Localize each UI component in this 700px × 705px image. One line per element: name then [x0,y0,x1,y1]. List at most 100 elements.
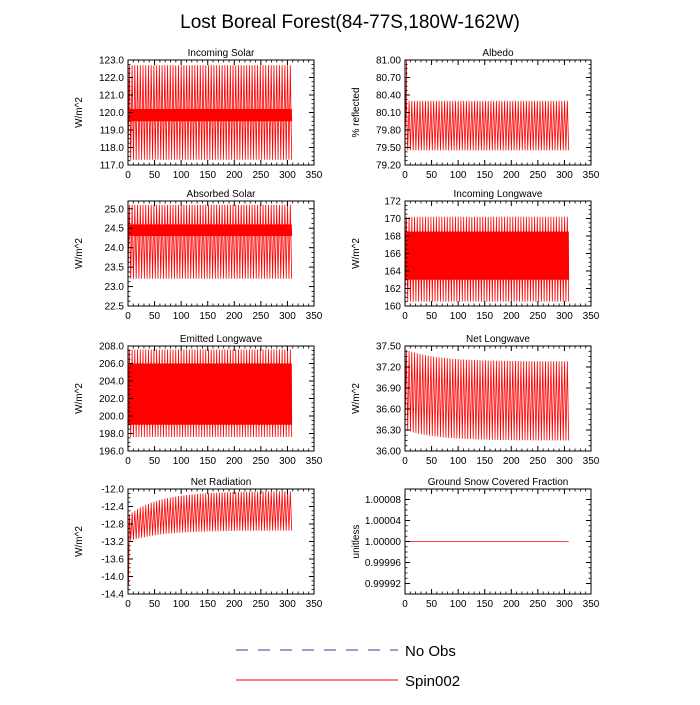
panel-3-ytick-label: 23.5 [105,263,125,274]
panel-6-title: Net Longwave [466,334,530,345]
panel-5-xtick-label: 150 [199,456,216,467]
panel-7-xtick-label: 50 [149,599,161,610]
panel-2-ytick-label: 80.40 [376,91,401,102]
panel-1-xtick-label: 150 [199,170,216,181]
panel-8-xtick-label: 0 [402,599,408,610]
panel-5-xtick-label: 50 [149,456,161,467]
panel-1-series-line [128,65,293,160]
panel-1-xtick-label: 350 [306,170,323,181]
panel-8-xtick-label: 50 [426,599,438,610]
panel-1-series-band [128,108,293,122]
panel-6-xtick-label: 0 [402,456,408,467]
panel-3-data [128,204,293,279]
panel-2-xtick-label: 200 [503,170,520,181]
panel-3-xtick-label: 50 [149,311,161,322]
figure-title: Lost Boreal Forest(84-77S,180W-162W) [180,12,520,33]
panel-3-xtick-label: 350 [306,311,323,322]
panel-5-xtick-label: 100 [173,456,190,467]
panel-5-ytick-label: 208.0 [99,342,124,353]
panel-4-data [405,216,570,302]
panel-4-series-band [405,231,570,280]
panel-2-title: Albedo [482,48,514,59]
panel-4-ytick-label: 160 [384,302,401,313]
panel-2-ytick-label: 80.10 [376,108,401,119]
panel-8-ytick-label: 1.00008 [365,495,402,506]
panel-3-ytick-label: 24.5 [105,224,125,235]
panel-3-xtick-label: 0 [125,311,131,322]
panel-6-xtick-label: 350 [583,456,600,467]
panel-7-xtick-label: 250 [253,599,270,610]
panel-5-ylabel: W/m^2 [74,383,85,414]
legend-label-2: Spin002 [405,673,460,690]
panel-7-ytick-label: -12.0 [101,485,124,496]
panel-8-xtick-label: 350 [583,599,600,610]
panel-2-series-line [405,60,570,151]
panel-7-ytick-label: -14.4 [101,590,124,601]
panel-5-xtick-label: 0 [125,456,131,467]
panel-1-ytick-label: 117.0 [100,161,125,172]
panel-7-ylabel: W/m^2 [74,526,85,557]
panel-2-xtick-label: 50 [426,170,438,181]
panel-1-ytick-label: 121.0 [99,91,124,102]
panel-5-xtick-label: 350 [306,456,323,467]
panel-2-xtick-label: 350 [583,170,600,181]
panel-5-data [128,349,293,438]
panel-1-ytick-label: 120.0 [99,108,124,119]
panel-5-ytick-label: 202.0 [99,394,124,405]
panel-7-xtick-label: 150 [199,599,216,610]
panel-7-frame [127,488,315,595]
panel-1-xtick-label: 200 [226,170,243,181]
panel-8-xtick-label: 200 [503,599,520,610]
panel-5-title: Emitted Longwave [180,334,263,345]
panel-6-xtick-label: 150 [476,456,493,467]
panel-7-ytick-label: -14.0 [101,572,124,583]
panel-8-xtick-label: 300 [556,599,573,610]
panel-7-title: Net Radiation [191,477,252,488]
panel-1: Incoming Solar W/m^2 0 50 100 150 200 250 300 350… [74,48,323,181]
panel-4-ytick-label: 164 [384,267,401,278]
panel-6-xtick-label: 250 [530,456,547,467]
panel-6-xtick-label: 200 [503,456,520,467]
panel-6-ytick-label: 36.90 [376,384,401,395]
panel-3-xtick-label: 150 [199,311,216,322]
panel-7-data [128,491,293,586]
panel-8: Ground Snow Covered Fraction unitless 0 50 1… [351,477,600,610]
panel-7-xtick-label: 200 [226,599,243,610]
panel-4-ytick-label: 162 [384,284,401,295]
panel-2-ytick-label: 79.50 [376,143,401,154]
panel-8-ytick-label: 0.99996 [365,558,402,569]
panel-2-ylabel: % reflected [351,87,362,137]
panel-6-data [405,349,570,441]
panel-3-ytick-label: 22.5 [105,302,125,313]
panel-2-ytick-label: 79.80 [376,126,401,137]
panel-5-ytick-label: 204.0 [99,377,124,388]
panel-4-xtick-label: 0 [402,311,408,322]
panel-1-ylabel: W/m^2 [74,97,85,128]
panel-8-ylabel: unitless [351,525,362,559]
panel-7: Net Radiation W/m^2 0 50 100 150 200 250 300 350 -… [74,477,323,610]
panel-1-xtick-label: 100 [173,170,190,181]
panel-2-ytick-label: 79.20 [376,161,401,172]
panel-5-ytick-label: 198.0 [99,429,124,440]
panel-1-title: Incoming Solar [188,48,255,59]
panel-4-ytick-label: 172 [384,197,401,208]
panel-6-xtick-label: 50 [426,456,438,467]
panel-6-xtick-label: 100 [450,456,467,467]
panel-1-xtick-label: 300 [279,170,296,181]
panel-2-ytick-label: 81.00 [376,56,401,67]
panel-5: Emitted Longwave W/m^2 0 50 100 150 200 250 300 3… [74,334,323,467]
panel-7-xtick-label: 300 [279,599,296,610]
panel-2-xtick-label: 300 [556,170,573,181]
panel-4-xtick-label: 150 [476,311,493,322]
panel-4-xtick-label: 250 [530,311,547,322]
panel-3-ylabel: W/m^2 [74,238,85,269]
panel-1-ytick-label: 119.0 [100,126,125,137]
panel-3-ytick-label: 24.0 [105,243,125,254]
panel-5-xtick-label: 200 [226,456,243,467]
panel-4-ytick-label: 168 [384,232,401,243]
panel-4-xtick-label: 350 [583,311,600,322]
panel-2-xtick-label: 150 [476,170,493,181]
panel-8-xtick-label: 100 [450,599,467,610]
panel-6: Net Longwave W/m^2 0 50 100 150 200 250 300 350 36… [351,334,600,467]
